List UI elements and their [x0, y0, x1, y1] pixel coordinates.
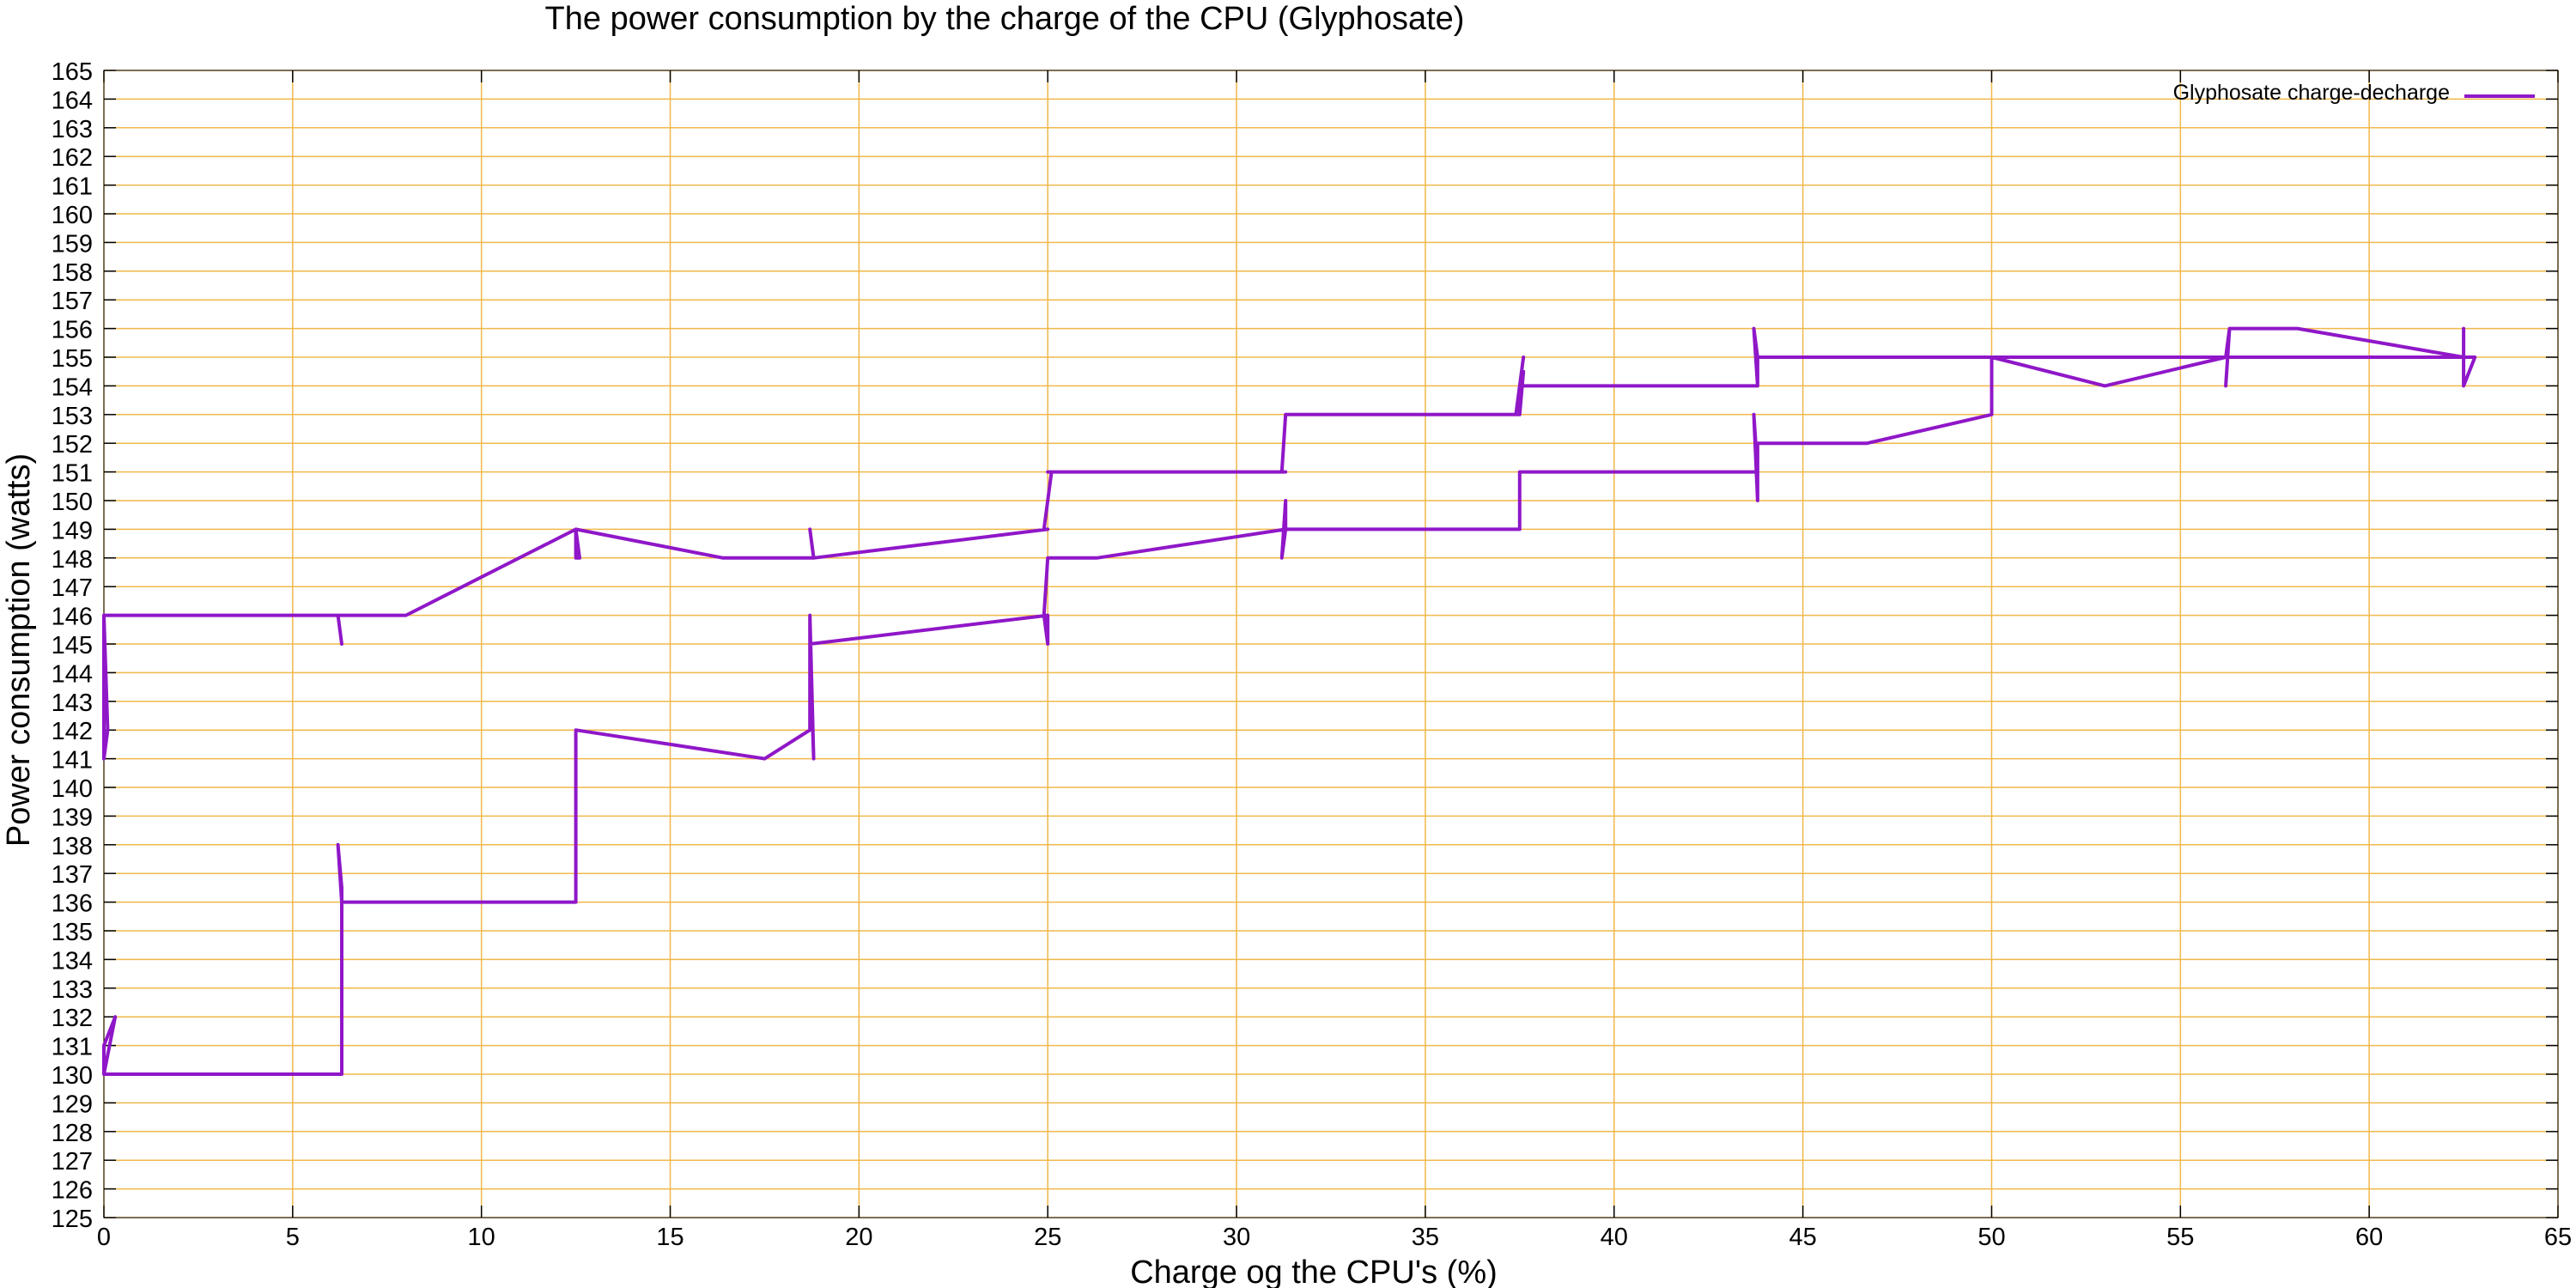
y-tick-label: 160	[52, 202, 93, 229]
y-tick-label: 153	[52, 403, 93, 430]
x-tick-label: 65	[2544, 1224, 2572, 1251]
x-tick-label: 30	[1223, 1224, 1250, 1251]
y-tick-label: 162	[52, 144, 93, 172]
y-tick-label: 151	[52, 460, 93, 488]
x-tick-label: 50	[1978, 1224, 2005, 1251]
y-tick-label: 144	[52, 660, 93, 688]
legend: Glyphosate charge-decharge	[2173, 81, 2535, 105]
y-tick-label: 139	[52, 804, 93, 831]
y-tick-label: 138	[52, 833, 93, 860]
y-tick-label: 133	[52, 976, 93, 1004]
y-tick-label: 142	[52, 718, 93, 745]
y-tick-label: 125	[52, 1206, 93, 1233]
y-tick-label: 130	[52, 1062, 93, 1090]
x-tick-label: 20	[845, 1224, 872, 1251]
y-tick-label: 156	[52, 317, 93, 344]
y-axis-label: Power consumption (watts)	[1, 453, 37, 847]
y-tick-label: 152	[52, 431, 93, 459]
y-tick-label: 165	[52, 58, 93, 86]
y-tick-label: 128	[52, 1120, 93, 1147]
y-tick-label: 131	[52, 1034, 93, 1061]
y-tick-label: 129	[52, 1091, 93, 1118]
x-tick-label: 40	[1601, 1224, 1628, 1251]
y-tick-label: 145	[52, 632, 93, 659]
grid	[103, 70, 2559, 1218]
y-tick-label: 164	[52, 87, 93, 114]
y-tick-label: 161	[52, 173, 93, 201]
y-tick-label: 148	[52, 546, 93, 574]
y-tick-label: 126	[52, 1177, 93, 1205]
y-tick-label: 143	[52, 690, 93, 717]
series-layer	[102, 326, 2477, 1076]
y-tick-label: 127	[52, 1148, 93, 1176]
x-tick-label: 25	[1034, 1224, 1061, 1251]
x-tick-label: 0	[97, 1224, 111, 1251]
y-tick-label: 136	[52, 890, 93, 918]
legend-label: Glyphosate charge-decharge	[2173, 81, 2450, 105]
x-tick-label: 45	[1789, 1224, 1816, 1251]
y-axis: 1251261271281291301311321331341351361371…	[52, 58, 2558, 1233]
y-tick-label: 134	[52, 947, 93, 975]
y-tick-label: 141	[52, 747, 93, 775]
x-tick-label: 35	[1412, 1224, 1439, 1251]
y-tick-label: 132	[52, 1005, 93, 1032]
y-tick-label: 163	[52, 116, 93, 143]
y-tick-label: 150	[52, 489, 93, 516]
y-tick-label: 149	[52, 517, 93, 544]
y-tick-label: 137	[52, 861, 93, 889]
y-tick-label: 154	[52, 374, 93, 401]
x-axis-label: Charge og the CPU's (%)	[1130, 1255, 1498, 1288]
y-tick-label: 146	[52, 604, 93, 631]
y-tick-label: 158	[52, 259, 93, 287]
x-tick-label: 5	[286, 1224, 300, 1251]
y-tick-label: 147	[52, 574, 93, 602]
x-tick-label: 55	[2166, 1224, 2194, 1251]
y-tick-label: 140	[52, 775, 93, 803]
series-line	[102, 326, 2477, 1076]
y-tick-label: 155	[52, 345, 93, 373]
x-tick-label: 10	[468, 1224, 495, 1251]
y-tick-label: 135	[52, 919, 93, 946]
y-tick-label: 157	[52, 288, 93, 315]
y-tick-label: 159	[52, 230, 93, 258]
x-tick-label: 15	[656, 1224, 683, 1251]
x-axis: 0 5 10 15 20 25 30 35 40 45 50 55 60 65	[97, 70, 2572, 1251]
x-tick-label: 60	[2355, 1224, 2383, 1251]
chart-title: The power consumption by the charge of t…	[545, 1, 1465, 37]
